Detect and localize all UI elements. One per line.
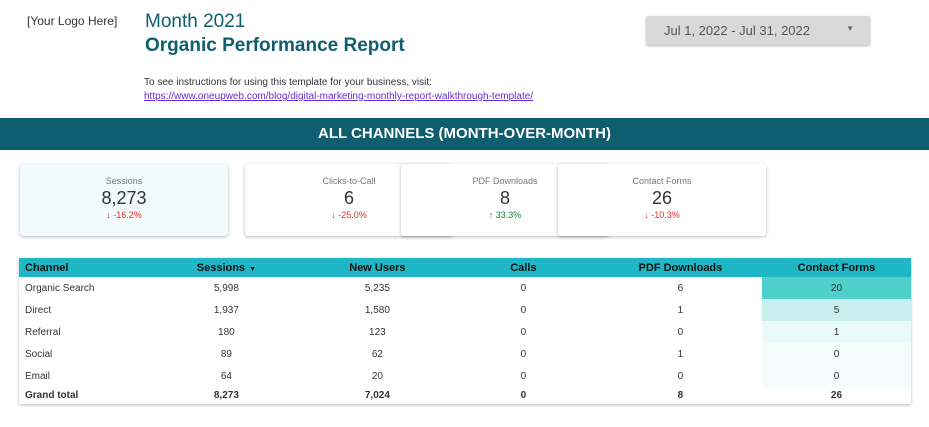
cell-sessions: 1,937: [213, 304, 239, 316]
cell-sessions: 5,998: [213, 282, 239, 294]
cell-calls: 0: [520, 304, 527, 316]
cell-channel: Referral: [25, 326, 61, 338]
cell-calls: 0: [520, 348, 527, 360]
scorecard-label: Clicks-to-Call: [322, 176, 376, 186]
cell-total-contact-forms: 26: [830, 390, 843, 401]
cell-new-users: 20: [371, 370, 383, 382]
cell-contact-forms: 1: [761, 321, 911, 343]
cell-new-users: 1,580: [364, 304, 390, 316]
cell-sessions: 89: [220, 348, 232, 360]
logo-placeholder: [Your Logo Here]: [27, 14, 118, 28]
change-value: -16.2%: [113, 210, 142, 220]
col-header-pdf-downloads[interactable]: PDF Downloads: [598, 258, 762, 277]
table-row: Organic Search 5,998 5,235 0 6 20: [19, 277, 911, 299]
date-range-value: Jul 1, 2022 - Jul 31, 2022: [664, 23, 810, 38]
cell-contact-forms: 20: [761, 277, 911, 299]
date-range-picker[interactable]: Jul 1, 2022 - Jul 31, 2022 ▼: [646, 16, 870, 45]
arrow-up-icon: ↑: [488, 210, 494, 220]
scorecard-value: 6: [343, 188, 354, 208]
table-row: Direct 1,937 1,580 0 1 5: [19, 299, 911, 321]
scorecard-label: Contact Forms: [632, 176, 692, 186]
cell-pdf-downloads: 0: [677, 370, 684, 382]
scorecard-value: 8: [499, 188, 510, 208]
cell-contact-forms: 0: [761, 365, 911, 387]
col-header-label: Sessions: [196, 261, 246, 274]
report-title-month: Month 2021: [145, 11, 246, 32]
table-row: Social 89 62 0 1 0: [19, 343, 911, 365]
cell-contact-forms: 0: [761, 343, 911, 365]
instructions-text: To see instructions for using this templ…: [144, 77, 432, 88]
scorecard-label: PDF Downloads: [472, 176, 538, 186]
col-header-sessions[interactable]: Sessions ▼: [145, 258, 307, 277]
arrow-down-icon: ↓: [106, 210, 111, 220]
cell-calls: 0: [520, 282, 527, 294]
cell-total-new-users: 7,024: [364, 390, 390, 401]
cell-channel: Direct: [25, 304, 52, 316]
cell-channel: Email: [25, 370, 51, 382]
caret-down-icon: ▼: [846, 24, 854, 33]
cell-pdf-downloads: 1: [677, 304, 684, 316]
channel-table: Channel Sessions ▼ New Users Calls PDF Do…: [19, 258, 911, 404]
col-header-new-users[interactable]: New Users: [306, 258, 448, 277]
cell-new-users: 62: [371, 348, 383, 360]
report-title: Organic Performance Report: [145, 35, 405, 56]
cell-pdf-downloads: 0: [677, 326, 684, 338]
cell-total-sessions: 8,273: [213, 390, 239, 401]
scorecard-change: ↓ -10.3%: [558, 210, 766, 220]
cell-calls: 0: [520, 326, 527, 338]
change-value: 33.3%: [495, 210, 522, 220]
sort-desc-icon: ▼: [249, 265, 256, 273]
cell-contact-forms: 5: [761, 299, 911, 321]
change-value: -25.0%: [338, 210, 367, 220]
scorecard-value: 8,273: [101, 188, 147, 208]
table-total-row: Grand total 8,273 7,024 0 8 26: [19, 387, 911, 404]
cell-new-users: 5,235: [364, 282, 390, 294]
scorecard-sessions[interactable]: Sessions 8,273 ↓ -16.2%: [20, 164, 228, 236]
cell-channel: Organic Search: [25, 282, 95, 294]
scorecard-change: ↑ 33.3%: [401, 210, 609, 220]
table-row: Email 64 20 0 0 0: [19, 365, 911, 387]
scorecard-value: 26: [651, 188, 673, 208]
scorecard-change: ↓ -16.2%: [20, 210, 228, 220]
cell-sessions: 180: [218, 326, 235, 338]
cell-total-pdf-downloads: 8: [677, 390, 684, 401]
cell-total-calls: 0: [520, 390, 527, 401]
change-value: -10.3%: [651, 210, 680, 220]
cell-new-users: 123: [369, 326, 386, 338]
col-header-calls[interactable]: Calls: [447, 258, 599, 277]
table-header-row: Channel Sessions ▼ New Users Calls PDF Do…: [19, 258, 911, 277]
scorecard-change: ↓ -25.0%: [245, 210, 453, 220]
col-header-contact-forms[interactable]: Contact Forms: [761, 258, 911, 277]
col-header-channel[interactable]: Channel: [19, 258, 146, 277]
cell-pdf-downloads: 6: [677, 282, 684, 294]
arrow-down-icon: ↓: [331, 210, 336, 220]
cell-channel: Social: [25, 348, 53, 360]
section-banner: ALL CHANNELS (MONTH-OVER-MONTH): [0, 118, 929, 150]
arrow-down-icon: ↓: [644, 210, 649, 220]
cell-sessions: 64: [220, 370, 232, 382]
instructions-link[interactable]: https://www.oneupweb.com/blog/digital-ma…: [144, 91, 534, 102]
scorecard-label: Sessions: [105, 176, 143, 186]
cell-pdf-downloads: 1: [677, 348, 684, 360]
cell-calls: 0: [520, 370, 527, 382]
table-row: Referral 180 123 0 0 1: [19, 321, 911, 343]
scorecard-contact-forms[interactable]: Contact Forms 26 ↓ -10.3%: [558, 164, 766, 236]
cell-total-label: Grand total: [25, 390, 79, 401]
